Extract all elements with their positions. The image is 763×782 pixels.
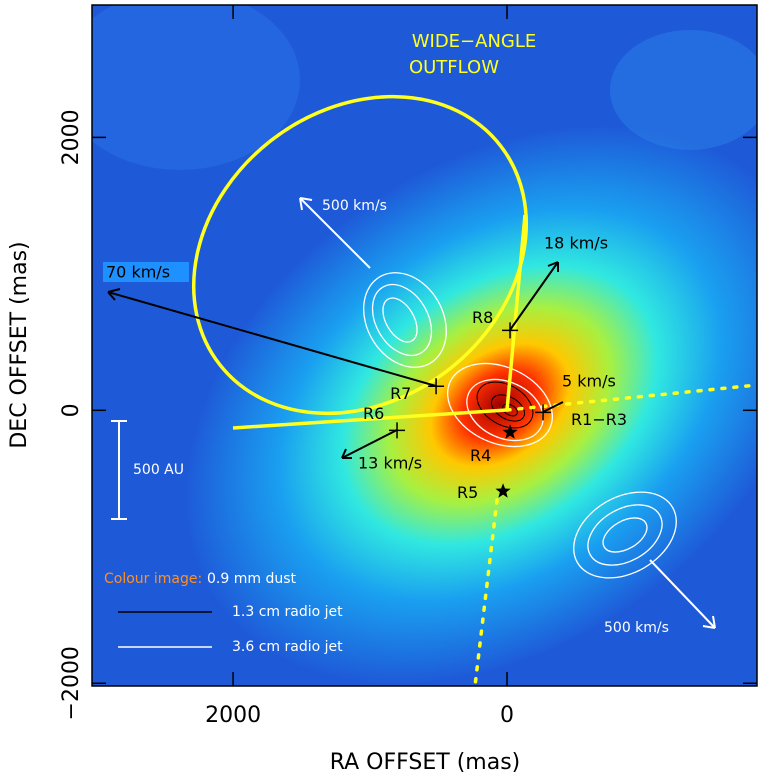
- source-label: R6: [363, 404, 384, 423]
- velocity-label: 500 km/s: [604, 620, 669, 636]
- y-tick-label: 2000: [59, 109, 84, 165]
- y-axis-label: DEC OFFSET (mas): [7, 241, 32, 448]
- image: [92, 5, 757, 686]
- y-tick-label: −2000: [59, 646, 84, 720]
- source-label: R4: [470, 446, 491, 465]
- x-axis-label: RA OFFSET (mas): [330, 750, 521, 775]
- x-tick-label: 0: [500, 703, 514, 728]
- source-marker: [502, 322, 519, 339]
- frame: [91, 4, 758, 687]
- velocity-label: 5 km/s: [562, 372, 616, 391]
- source-label: R5: [457, 483, 478, 502]
- legend-title: Colour image:: [104, 571, 202, 587]
- velocity-label: 500 km/s: [322, 198, 387, 214]
- source-label: R8: [472, 308, 493, 327]
- scale-bar: [111, 420, 127, 520]
- source-label: R1−R3: [571, 410, 627, 429]
- x-tick-label: 2000: [205, 703, 261, 728]
- y-tick-label: 0: [59, 403, 84, 417]
- legend-text: 1.3 cm radio jet: [232, 604, 343, 620]
- velocity-label: 13 km/s: [358, 454, 422, 473]
- velocity-label: 70 km/s: [106, 263, 170, 282]
- source-label: R7: [390, 384, 411, 403]
- source-marker: [535, 404, 552, 421]
- velocity-label: 18 km/s: [544, 234, 608, 253]
- title: WIDE−ANGLE: [412, 31, 537, 52]
- source-marker: [502, 424, 518, 439]
- scale-label: 500 AU: [133, 462, 184, 478]
- label-bg: [103, 262, 189, 282]
- legend-text: 3.6 cm radio jet: [232, 639, 343, 655]
- title: OUTFLOW: [409, 57, 499, 78]
- legend-text: 0.9 mm dust: [207, 571, 296, 587]
- source-marker: [428, 378, 445, 395]
- source-marker: [495, 483, 511, 498]
- source-marker: [389, 422, 406, 439]
